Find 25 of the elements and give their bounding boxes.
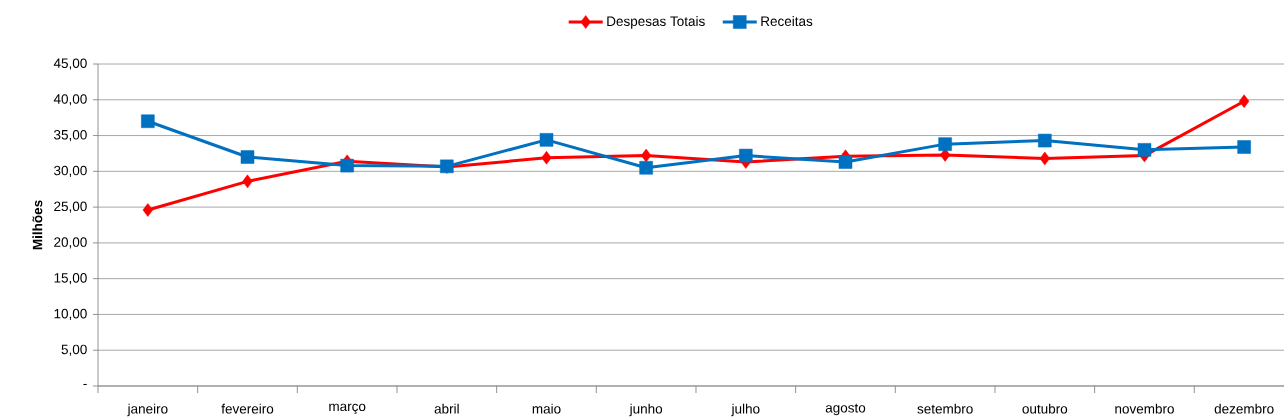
y-tick-label: 10,00 xyxy=(54,308,87,321)
x-tick-label: junho xyxy=(629,403,663,417)
y-tick-label: - xyxy=(83,383,87,385)
x-tick-label: novembro xyxy=(1115,403,1174,414)
x-tick-label: maio xyxy=(532,403,561,414)
y-tick-label: 45,00 xyxy=(53,58,87,70)
y-tick-label: 30,00 xyxy=(54,165,87,177)
x-tick-label: outubro xyxy=(1022,403,1068,414)
y-tick-label: 35,00 xyxy=(54,129,87,142)
x-tick-label: julho xyxy=(731,403,760,417)
x-tick-label: fevereiro xyxy=(221,403,274,414)
y-tick-label: 40,00 xyxy=(53,94,87,106)
y-tick-label: 20,00 xyxy=(54,237,87,249)
y-tick-label: 5,00 xyxy=(61,344,87,356)
legend-label: Receitas xyxy=(761,16,813,27)
x-tick-label: março xyxy=(329,403,366,414)
x-tick-label: agosto xyxy=(825,403,866,416)
x-tick-label: janeiro xyxy=(127,403,168,417)
x-tick-label: dezembro xyxy=(1214,403,1274,414)
y-axis-title: Milhões xyxy=(32,200,43,250)
legend-label: Despesas Totais xyxy=(607,16,705,29)
y-tick-label: 15,00 xyxy=(54,273,87,285)
x-tick-label: abril xyxy=(434,403,459,414)
x-tick-label: setembro xyxy=(917,403,973,414)
y-tick-label: 25,00 xyxy=(54,201,87,213)
